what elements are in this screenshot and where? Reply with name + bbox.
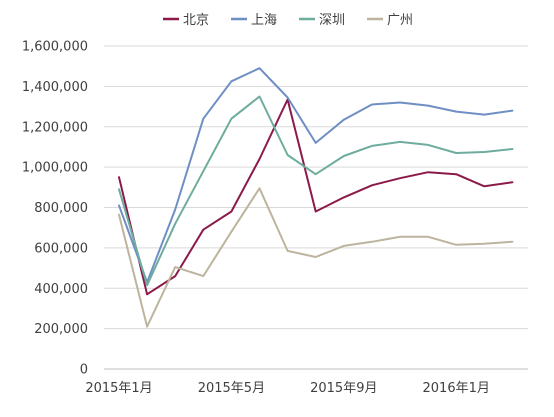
x-tick-label: 2015年1月 bbox=[85, 381, 152, 396]
y-tick-label: 600,000 bbox=[34, 241, 88, 256]
y-tick-label: 200,000 bbox=[34, 322, 88, 337]
y-tick-label: 400,000 bbox=[34, 282, 88, 297]
gridlines bbox=[104, 45, 528, 330]
y-tick-label: 800,000 bbox=[34, 201, 88, 216]
y-tick-label: 1,000,000 bbox=[22, 161, 88, 176]
y-tick-label: 1,600,000 bbox=[22, 40, 88, 55]
axes: 0 200,000 400,000 600,000 800,000 1,000,000 1,… bbox=[22, 40, 528, 396]
legend-label: 深圳 bbox=[319, 13, 345, 28]
legend: 北京 上海 深圳 广州 bbox=[163, 13, 413, 28]
series-line bbox=[118, 95, 514, 287]
series-line bbox=[118, 67, 514, 284]
y-tick-label: 0 bbox=[80, 363, 88, 378]
x-tick-label: 2016年1月 bbox=[423, 381, 490, 396]
series-line bbox=[118, 187, 514, 328]
legend-label: 上海 bbox=[251, 13, 277, 28]
series-line bbox=[118, 98, 514, 296]
x-tick-label: 2015年5月 bbox=[198, 381, 265, 396]
y-tick-label: 1,400,000 bbox=[22, 80, 88, 95]
legend-label: 广州 bbox=[387, 13, 413, 28]
legend-label: 北京 bbox=[183, 13, 209, 28]
series-lines bbox=[118, 67, 514, 328]
y-tick-label: 1,200,000 bbox=[22, 120, 88, 135]
x-tick-label: 2015年9月 bbox=[310, 381, 377, 396]
